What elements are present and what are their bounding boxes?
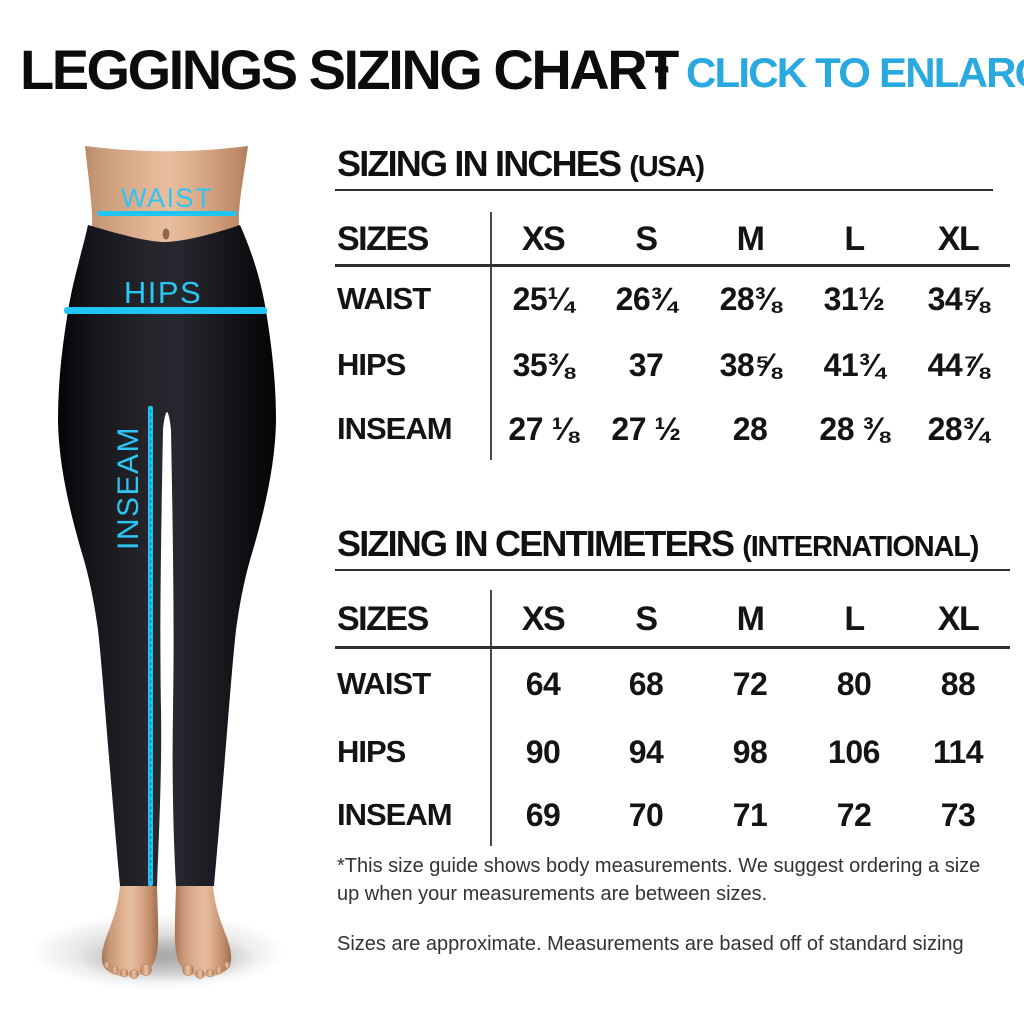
leggings-model-figure: WAIST HIPS INSEAM xyxy=(30,146,286,990)
cell-cm-waist-xl: 88 xyxy=(940,665,976,702)
col-header-l: L xyxy=(844,219,865,258)
cell-cm-hips-s: 94 xyxy=(628,733,664,770)
cm-title-region: (INTERNATIONAL) xyxy=(742,531,979,563)
left-foot xyxy=(101,886,159,977)
col-header-l-cm: L xyxy=(844,599,865,638)
col-header-m-cm: M xyxy=(736,599,765,638)
cell-in-hips-xs: 35⅜ xyxy=(490,332,594,398)
inches-table: SIZES XS S M L XL WAIST 25¼ 26¾ 28⅜ 31½ … xyxy=(335,212,1010,460)
cm-table: SIZES XS S M L XL WAIST 64 68 72 80 88 H… xyxy=(335,590,1010,846)
cell-in-waist-xl: 34⅝ xyxy=(927,280,989,317)
cell-cm-hips-xl: 114 xyxy=(932,733,984,770)
col-header-xl-cm: XL xyxy=(937,599,980,638)
row-label-waist-cm: WAIST xyxy=(337,666,431,701)
cell-cm-inseam-xs: 69 xyxy=(490,784,594,846)
row-label-inseam: INSEAM xyxy=(337,411,453,446)
navel xyxy=(162,228,170,240)
cell-in-waist-m: 28⅜ xyxy=(719,280,781,317)
cell-in-waist-xs: 25¼ xyxy=(490,266,594,332)
cell-cm-hips-l: 106 xyxy=(828,733,880,770)
cell-in-hips-l: 41¾ xyxy=(823,346,885,383)
cell-cm-inseam-xl: 73 xyxy=(940,796,976,833)
title-separator: - xyxy=(653,37,671,95)
inches-title-rule xyxy=(335,189,993,191)
right-foot-toes xyxy=(182,961,231,979)
leggings xyxy=(58,225,276,886)
col-header-xs: XS xyxy=(490,212,594,266)
inches-section-title: SIZING IN INCHES (USA) xyxy=(337,143,705,185)
page-title: LEGGINGS SIZING CHART xyxy=(20,38,679,101)
cell-cm-waist-s: 68 xyxy=(628,665,664,702)
cell-cm-inseam-m: 71 xyxy=(732,796,768,833)
cm-header-rule xyxy=(335,646,1010,649)
col-header-m: M xyxy=(736,219,765,258)
cell-cm-inseam-s: 70 xyxy=(628,796,664,833)
row-label-inseam-cm: INSEAM xyxy=(337,797,453,832)
cell-cm-waist-m: 72 xyxy=(732,665,768,702)
col-header-sizes-cm: SIZES xyxy=(337,599,429,638)
note-body-measurements: *This size guide shows body measurements… xyxy=(337,855,981,905)
cell-in-waist-l: 31½ xyxy=(823,280,885,317)
cell-in-waist-s: 26¾ xyxy=(615,280,677,317)
cell-in-hips-m: 38⅝ xyxy=(719,346,781,383)
col-header-s: S xyxy=(635,219,658,258)
row-label-hips: HIPS xyxy=(337,347,406,382)
col-header-xs-cm: XS xyxy=(490,590,594,648)
right-foot xyxy=(174,886,232,977)
inches-header-rule xyxy=(335,264,1010,267)
row-label-hips-cm: HIPS xyxy=(337,734,406,769)
col-header-xl: XL xyxy=(937,219,980,258)
click-to-enlarge-link[interactable]: CLICK TO ENLARGE xyxy=(686,49,1024,96)
inseam-label: INSEAM xyxy=(112,426,145,550)
note-approximate: Sizes are approximate. Measurements are … xyxy=(337,933,964,955)
cm-section-title: SIZING IN CENTIMETERS (INTERNATIONAL) xyxy=(337,523,979,565)
cell-in-inseam-m: 28 xyxy=(732,410,768,447)
col-header-s-cm: S xyxy=(635,599,658,638)
cell-in-inseam-xs: 27 ⅛ xyxy=(490,398,594,460)
cell-cm-waist-xs: 64 xyxy=(490,648,594,720)
cm-title-rule xyxy=(335,569,1010,571)
row-label-waist: WAIST xyxy=(337,281,431,316)
cell-cm-inseam-l: 72 xyxy=(836,796,872,833)
hips-label: HIPS xyxy=(124,275,202,310)
cell-cm-waist-l: 80 xyxy=(836,665,872,702)
cell-in-hips-xl: 44⅞ xyxy=(927,346,989,383)
cell-in-inseam-s: 27 ½ xyxy=(611,410,681,447)
waist-line xyxy=(97,211,237,216)
hips-line xyxy=(64,307,267,314)
cm-title-text: SIZING IN CENTIMETERS xyxy=(337,523,735,564)
waist-label: WAIST xyxy=(121,183,213,213)
inches-title-region: (USA) xyxy=(629,151,705,183)
cell-cm-hips-xs: 90 xyxy=(490,720,594,784)
left-foot-toes xyxy=(103,961,152,979)
inches-title-text: SIZING IN INCHES xyxy=(337,143,622,184)
cell-in-hips-s: 37 xyxy=(628,346,664,383)
col-header-sizes: SIZES xyxy=(337,219,429,258)
cell-in-inseam-l: 28 ⅜ xyxy=(819,410,889,447)
cell-cm-hips-m: 98 xyxy=(732,733,768,770)
cell-in-inseam-xl: 28¾ xyxy=(927,410,989,447)
